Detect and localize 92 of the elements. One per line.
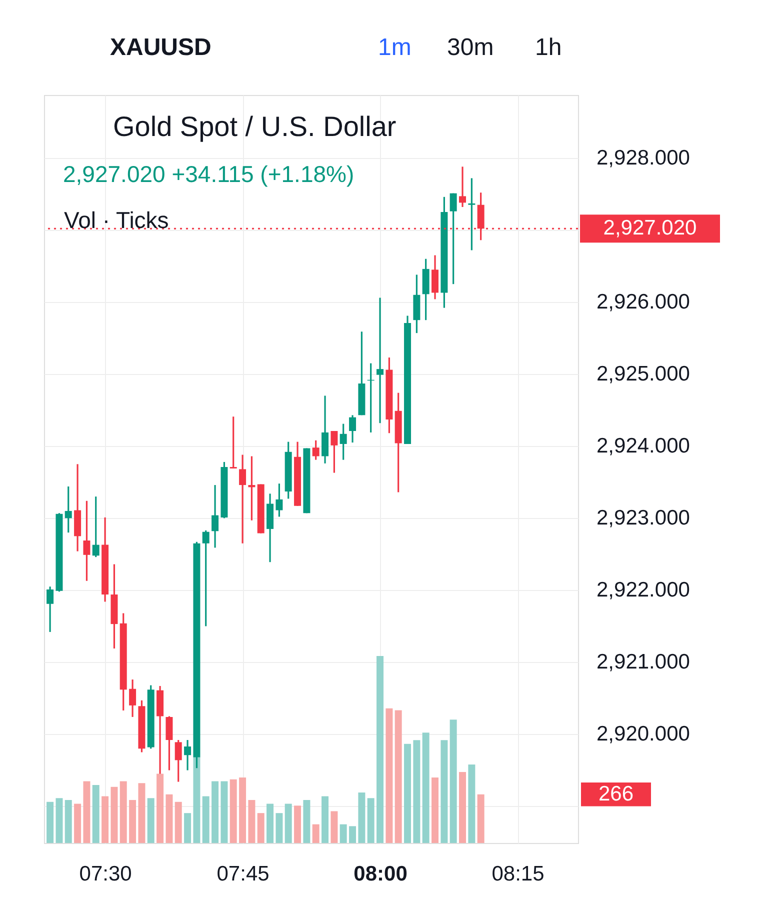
bar [266, 804, 274, 843]
bar [74, 804, 82, 843]
text: 2,927.020 +34.115 (+1.18%) [63, 161, 354, 187]
candlestick [166, 715, 173, 772]
candlestick [340, 423, 347, 461]
candlestick [330, 430, 338, 474]
text: 1m [378, 34, 412, 61]
candlestick [129, 678, 136, 718]
candlestick [92, 496, 100, 558]
bar [212, 781, 219, 843]
candlestick [432, 254, 439, 300]
bar [432, 778, 439, 843]
candlestick [202, 530, 210, 627]
x-tick-label: 08:00 [354, 862, 408, 886]
y-tick-label: 2,922.000 [596, 578, 690, 602]
bar [184, 813, 192, 843]
candlestick [184, 739, 192, 772]
candlestick [212, 484, 219, 548]
candlestick [248, 455, 256, 522]
annotation: Vol · Ticks [64, 207, 169, 233]
bar [386, 708, 393, 843]
y-tick-label: 2,923.000 [596, 506, 690, 530]
bar [110, 786, 118, 843]
candlestick [450, 192, 457, 285]
candlestick [230, 416, 237, 470]
y-tick-label: 2,920.000 [596, 722, 690, 746]
candlestick [64, 486, 72, 534]
bar [468, 764, 476, 843]
bar [330, 811, 338, 843]
bar [340, 824, 347, 843]
bar [276, 813, 283, 843]
candlestick [46, 586, 54, 633]
bar [459, 772, 466, 843]
bar [220, 781, 228, 843]
text: XAUUSD [110, 34, 212, 61]
bar [394, 710, 402, 843]
candlestick [468, 177, 476, 252]
candlestick [174, 739, 182, 783]
candlestick [349, 414, 356, 444]
y-tick-label: 2,921.000 [596, 650, 690, 674]
text: 1h [535, 34, 562, 61]
bar [450, 720, 457, 843]
bar [477, 794, 484, 843]
bar [120, 781, 127, 843]
bar [92, 785, 100, 843]
bar [46, 802, 54, 843]
bar [202, 796, 210, 843]
ref-line-label: 2,927.020 [603, 216, 697, 240]
bar [174, 802, 182, 843]
bar [239, 778, 246, 843]
bar [248, 800, 256, 843]
bar [147, 798, 154, 843]
bar [404, 744, 412, 843]
bar [166, 794, 173, 843]
bar [257, 813, 264, 843]
y-tick-label: 2,924.000 [596, 434, 690, 458]
bar [358, 792, 366, 843]
candlestick [459, 166, 466, 208]
bar [284, 804, 292, 843]
candlestick [239, 454, 246, 544]
bar [440, 740, 448, 843]
text: 30m [447, 34, 494, 61]
text: 266 [598, 782, 634, 806]
candlestick [276, 482, 283, 518]
candlestick [376, 296, 384, 424]
bar [349, 826, 356, 843]
y-tick-label: 2,926.000 [596, 290, 690, 314]
candlestick [83, 500, 90, 582]
bar [367, 798, 374, 843]
bar [56, 798, 63, 843]
y-tick-label: 2,928.000 [596, 146, 690, 170]
bar [64, 800, 72, 843]
bar [303, 800, 310, 843]
bar [230, 779, 237, 843]
bar [156, 774, 164, 843]
candlestick [322, 394, 329, 464]
bar [129, 800, 136, 843]
candlestick [312, 440, 320, 461]
bar [312, 824, 320, 843]
bar [413, 740, 420, 843]
bar [376, 656, 384, 843]
bar [322, 796, 329, 843]
x-tick-label: 07:30 [79, 862, 132, 886]
bar [83, 781, 90, 843]
bar [294, 806, 302, 843]
bar [138, 783, 146, 843]
text: Gold Spot / U.S. Dollar [113, 111, 396, 142]
bar [102, 796, 109, 843]
y-tick-label: 2,925.000 [596, 362, 690, 386]
x-tick-label: 08:15 [492, 862, 544, 886]
x-tick-label: 07:45 [216, 862, 270, 886]
bar [422, 732, 430, 843]
